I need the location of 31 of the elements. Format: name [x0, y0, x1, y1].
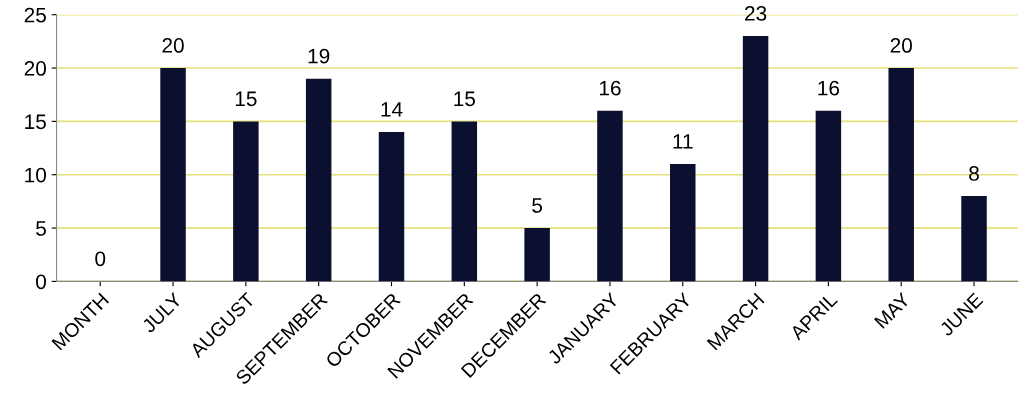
y-tick-label: 10: [25, 167, 47, 183]
bar: [888, 68, 914, 282]
bar: [160, 68, 186, 282]
data-label: 5: [532, 198, 543, 213]
bar: [815, 110, 842, 282]
bar: [742, 36, 769, 282]
data-label: 16: [599, 80, 621, 96]
bar: [451, 121, 478, 282]
data-label: 14: [381, 102, 403, 117]
data-label: 16: [818, 80, 840, 96]
data-label: 0: [95, 251, 106, 267]
bar: [597, 110, 623, 282]
y-tick-label: 5: [36, 221, 46, 236]
data-label: 15: [454, 91, 476, 107]
data-label: 11: [673, 134, 693, 149]
bar: [961, 196, 987, 282]
bar: [524, 228, 550, 282]
bar: [233, 121, 259, 282]
data-label: 20: [162, 38, 184, 53]
data-label: 8: [969, 166, 979, 181]
data-label: 23: [745, 6, 767, 21]
y-tick-label: 20: [24, 61, 47, 76]
data-label: 19: [308, 48, 330, 64]
y-tick-label: 15: [25, 114, 46, 130]
y-tick-label: 25: [24, 7, 46, 23]
y-tick-label: 0: [36, 274, 46, 290]
data-label: 15: [235, 91, 257, 107]
bar: [378, 132, 405, 282]
bar: [670, 164, 696, 282]
data-label: 20: [890, 38, 912, 53]
bar: [305, 78, 332, 282]
